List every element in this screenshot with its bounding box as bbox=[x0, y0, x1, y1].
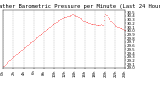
Title: Milwaukee Weather Barometric Pressure per Minute (Last 24 Hours): Milwaukee Weather Barometric Pressure pe… bbox=[0, 4, 160, 9]
